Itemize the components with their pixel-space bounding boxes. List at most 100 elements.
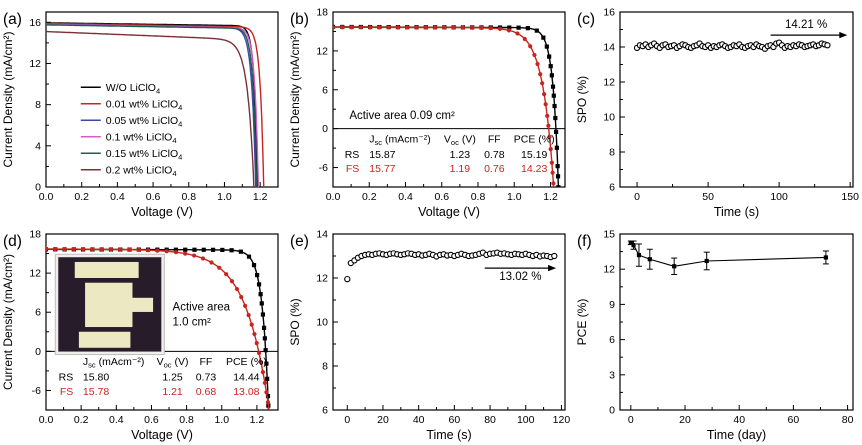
x-tick-label: 80 bbox=[842, 414, 854, 426]
chart-c: 0 50 100 150 6 8 10 12 14 16 Time (s) SPO (%) (c) 14.… bbox=[575, 7, 859, 220]
x-tick-label: 80 bbox=[484, 414, 496, 426]
y-tick-label: 10 bbox=[316, 317, 328, 329]
x-axis-label: Time (s) bbox=[426, 428, 471, 442]
table-cell: 15.78 bbox=[83, 386, 109, 398]
y-tick-label: 0 bbox=[322, 123, 328, 135]
table-cell: 1.19 bbox=[450, 163, 471, 175]
y-tick-label: 12 bbox=[603, 77, 615, 89]
legend-label: 0.01 wt% LiClO4 bbox=[106, 98, 183, 112]
annotation-arrow bbox=[770, 31, 848, 39]
x-tick-label: 120 bbox=[553, 414, 571, 426]
legend-label: 0.1 wt% LiClO4 bbox=[106, 131, 177, 145]
x-tick-label: 0.4 bbox=[109, 414, 124, 426]
table-cell: 0.78 bbox=[484, 149, 505, 161]
x-tick-label: 0.4 bbox=[110, 191, 125, 203]
series-group-f bbox=[627, 240, 829, 275]
legend-label: W/O LiClO4 bbox=[106, 82, 160, 96]
x-tick-label: 0.0 bbox=[39, 414, 54, 426]
table-cell: 13.08 bbox=[233, 386, 259, 398]
y-tick-label: 0 bbox=[35, 346, 41, 358]
series-group-d bbox=[46, 246, 271, 410]
y-tick-label: 18 bbox=[316, 7, 328, 19]
x-tick-label: 0.4 bbox=[398, 191, 413, 203]
y-axis-label: Current Density (mA/cm²) bbox=[1, 31, 15, 167]
annotation-text: 13.02 % bbox=[499, 271, 541, 283]
x-tick-label: 0.2 bbox=[74, 191, 89, 203]
x-tick-label: 150 bbox=[841, 191, 859, 203]
x-tick-label: 50 bbox=[702, 191, 714, 203]
legend: W/O LiClO4 0.01 wt% LiClO4 0.05 wt% LiClO4… bbox=[80, 82, 183, 178]
plot-box-a bbox=[45, 11, 279, 188]
x-tick-label: 1.0 bbox=[507, 191, 522, 203]
chart-a: 0.0 0.2 0.4 0.6 0.8 1.0 1.2 0 4 8 12 16 Voltage (V) C… bbox=[1, 11, 279, 219]
table-cell: 15.19 bbox=[521, 149, 547, 161]
series-group-c bbox=[633, 39, 831, 52]
x-axis-label: Voltage (V) bbox=[131, 428, 193, 442]
y-tick-label: 16 bbox=[603, 7, 615, 19]
x-axis-label: Voltage (V) bbox=[131, 205, 193, 219]
y-tick-label: 6 bbox=[322, 84, 328, 96]
y-axis-label: PCE (%) bbox=[575, 299, 589, 346]
y-tick-label: 12 bbox=[29, 58, 41, 70]
annotation-text: Active area bbox=[173, 301, 231, 313]
x-tick-label: 100 bbox=[770, 191, 788, 203]
x-axis-label: Time (s) bbox=[714, 205, 759, 219]
chart-b: 0.0 0.2 0.4 0.6 0.8 1.0 1.2 -6 0 6 12 18 Voltage (V)… bbox=[288, 7, 566, 219]
panel-e: 0 20 40 60 80 100 120 6 8 10 12 14 Time (s) SPO (%) (e… bbox=[287, 222, 574, 445]
table-cell: 0.73 bbox=[196, 372, 217, 384]
jv-parameter-table: Jsc (mAcm⁻²) Voc (V) FF PCE (%) RS 15.87 1.23 0… bbox=[345, 133, 555, 175]
table-cell: 0.68 bbox=[196, 386, 217, 398]
plot-box-e bbox=[332, 233, 566, 411]
series-group-e bbox=[344, 249, 558, 283]
y-tick-label: 9 bbox=[609, 299, 615, 311]
x-tick-label: 0 bbox=[634, 191, 640, 203]
annotation-arrow bbox=[484, 264, 557, 272]
x-tick-label: 100 bbox=[517, 414, 535, 426]
y-tick-label: 14 bbox=[316, 229, 328, 241]
x-tick-label: 0.6 bbox=[434, 191, 449, 203]
y-tick-label: 8 bbox=[609, 147, 615, 159]
x-tick-label: 40 bbox=[413, 414, 425, 426]
table-header: Voc (V) bbox=[444, 133, 476, 147]
x-tick-label: 0.6 bbox=[144, 414, 159, 426]
panel-label: (b) bbox=[290, 11, 309, 28]
x-tick-label: 60 bbox=[449, 414, 461, 426]
annotation-text: 14.21 % bbox=[785, 19, 827, 31]
y-tick-label: 6 bbox=[609, 182, 615, 194]
plot-box-d bbox=[45, 233, 279, 411]
y-tick-label: 3 bbox=[609, 369, 615, 381]
annotation-text: 1.0 cm² bbox=[173, 316, 212, 328]
table-cell: RS bbox=[345, 149, 360, 161]
y-axis-label: Current Density (mA/cm²) bbox=[288, 31, 302, 167]
y-tick-label: -6 bbox=[32, 385, 41, 397]
device-electrode-shape bbox=[78, 331, 131, 348]
jv-parameter-table: Jsc (mAcm⁻²) Voc (V) FF PCE (%) RS 15.80 1.25 0… bbox=[59, 356, 267, 398]
legend-label: 0.2 wt% LiClO4 bbox=[106, 164, 177, 178]
legend-label: 0.15 wt% LiClO4 bbox=[106, 148, 183, 162]
x-tick-label: 0.0 bbox=[326, 191, 341, 203]
device-electrode-shape bbox=[85, 282, 133, 328]
x-tick-label: 40 bbox=[733, 414, 745, 426]
y-axis-label: SPO (%) bbox=[288, 298, 302, 345]
series-group-a bbox=[46, 22, 265, 187]
plot-box-c bbox=[619, 11, 854, 188]
x-axis-label: Voltage (V) bbox=[418, 205, 480, 219]
table-cell: 14.44 bbox=[233, 372, 259, 384]
table-header: Jsc (mAcm⁻²) bbox=[83, 356, 145, 370]
table-cell: 1.21 bbox=[162, 386, 183, 398]
x-tick-label: 0.2 bbox=[74, 414, 89, 426]
table-cell: 14.23 bbox=[521, 163, 547, 175]
table-cell: 15.77 bbox=[369, 163, 395, 175]
x-tick-label: 0.2 bbox=[362, 191, 377, 203]
y-tick-label: 8 bbox=[35, 99, 41, 111]
table-header: FF bbox=[200, 356, 213, 368]
x-tick-label: 0.0 bbox=[39, 191, 54, 203]
table-header: Jsc (mAcm⁻²) bbox=[369, 133, 431, 147]
panel-label: (e) bbox=[290, 233, 309, 250]
table-cell: 1.23 bbox=[450, 149, 471, 161]
table-cell: FS bbox=[346, 163, 359, 175]
panel-d: 0.0 0.2 0.4 0.6 0.8 1.0 1.2 -6 0 6 12 18 Voltage (V)… bbox=[0, 222, 287, 445]
y-tick-label: 18 bbox=[29, 229, 41, 241]
y-tick-label: 16 bbox=[29, 17, 41, 29]
y-tick-label: 8 bbox=[322, 361, 328, 373]
